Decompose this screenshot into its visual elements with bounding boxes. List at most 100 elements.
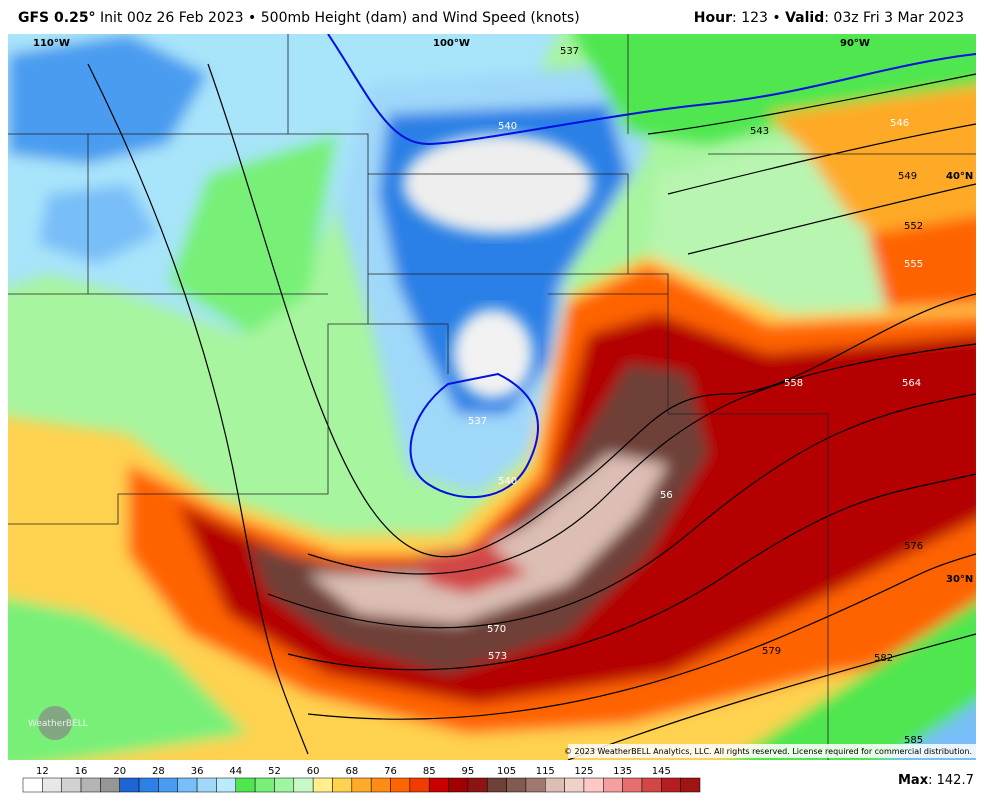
contour-label: 540 bbox=[498, 121, 517, 132]
height-contour bbox=[87, 63, 309, 755]
contour-label: 570 bbox=[487, 624, 506, 635]
field bbox=[453, 309, 533, 399]
colorbar-tick-label: 44 bbox=[229, 766, 242, 777]
colorbar-tick-label: 20 bbox=[113, 766, 126, 777]
colorbar-tick-label: 105 bbox=[497, 766, 516, 777]
color-box bbox=[390, 777, 411, 793]
color-box bbox=[603, 777, 623, 793]
fields bbox=[8, 34, 976, 760]
colorbar-tick-label: 52 bbox=[268, 766, 281, 777]
field bbox=[573, 34, 976, 144]
init: Init 00z 26 Feb 2023 bbox=[100, 10, 244, 26]
contour-labels: 537 540 543 546 549 552 555 558 564 576 579 582 585 5… bbox=[468, 46, 923, 746]
colorbar-tick-label: 145 bbox=[652, 766, 671, 777]
color-box bbox=[42, 777, 62, 793]
height-contour bbox=[409, 372, 539, 499]
height-contour bbox=[207, 63, 976, 558]
color-box bbox=[506, 777, 527, 793]
height-contour bbox=[567, 633, 976, 760]
watermark: WeatherBELL bbox=[28, 719, 88, 729]
colorbar-tick-label: 125 bbox=[574, 766, 593, 777]
contour-label: 579 bbox=[762, 646, 781, 657]
color-box bbox=[61, 777, 82, 793]
color-box bbox=[680, 777, 701, 793]
colorbar-ticks: 12 16 20 28 36 44 52 60 68 76 85 95 105 115 125 135 145 bbox=[36, 766, 671, 777]
border bbox=[8, 34, 976, 760]
field bbox=[403, 134, 593, 234]
color-box bbox=[177, 777, 198, 793]
max-label: Max bbox=[898, 773, 929, 788]
height-contour bbox=[267, 393, 976, 629]
contour-label: 582 bbox=[874, 653, 893, 664]
colorbar-tick-label: 76 bbox=[384, 766, 397, 777]
color-box bbox=[641, 777, 662, 793]
copyright-bg bbox=[568, 744, 976, 758]
contour-label: 558 bbox=[784, 378, 803, 389]
map: 110°W 100°W 90°W 40°N 30°N 537 540 543 546 549 55… bbox=[8, 34, 976, 760]
valid-label: Valid bbox=[785, 10, 825, 26]
colorbar-tick-label: 36 bbox=[191, 766, 204, 777]
color-box bbox=[274, 777, 295, 793]
header: GFS 0.25° Init 00z 26 Feb 2023 • 500mb H… bbox=[8, 0, 976, 34]
header-left: GFS 0.25° Init 00z 26 Feb 2023 • 500mb H… bbox=[18, 0, 580, 36]
contour-label: 564 bbox=[902, 378, 921, 389]
color-box bbox=[158, 777, 178, 793]
contour-label: 537 bbox=[468, 416, 487, 427]
color-box bbox=[525, 777, 546, 793]
color-box bbox=[119, 777, 140, 793]
colorbar-tick-label: 16 bbox=[75, 766, 88, 777]
max-value: 142.7 bbox=[937, 773, 974, 788]
max: Max: 142.7 bbox=[898, 773, 974, 788]
field bbox=[308, 454, 668, 624]
separator: • bbox=[248, 10, 257, 26]
color-box bbox=[235, 777, 256, 793]
color-box bbox=[545, 777, 565, 793]
colorbar-tick-label: 85 bbox=[423, 766, 436, 777]
contour-label: 576 bbox=[904, 541, 923, 552]
contour-label: 540 bbox=[498, 476, 517, 487]
color-box bbox=[22, 777, 43, 793]
copyright: © 2023 WeatherBELL Analytics, LLC. All r… bbox=[564, 747, 972, 756]
colorbar bbox=[22, 777, 701, 793]
height-contour bbox=[307, 553, 976, 720]
color-box bbox=[80, 777, 101, 793]
height-contour bbox=[307, 343, 976, 575]
hour-label: Hour bbox=[693, 10, 733, 26]
color-box bbox=[312, 777, 333, 793]
height-contour bbox=[87, 63, 976, 760]
lon-label: 90°W bbox=[840, 38, 870, 49]
height-contour bbox=[667, 123, 976, 195]
height-contour bbox=[687, 183, 976, 255]
color-box bbox=[448, 777, 469, 793]
model: GFS 0.25° bbox=[18, 10, 96, 26]
color-box bbox=[196, 777, 217, 793]
contour-label: 585 bbox=[904, 735, 923, 746]
lon-label: 110°W bbox=[33, 38, 70, 49]
field bbox=[168, 134, 338, 334]
lat-label: 40°N bbox=[946, 171, 973, 182]
legend: 12 16 20 28 36 44 52 60 68 76 85 95 105 115 125 135 145 … bbox=[22, 766, 974, 793]
color-box bbox=[216, 777, 237, 793]
field bbox=[38, 184, 158, 264]
hour: 123 bbox=[741, 10, 768, 26]
height-contour bbox=[647, 73, 976, 135]
color-box bbox=[332, 777, 353, 793]
color-box bbox=[622, 777, 643, 793]
lon-label: 100°W bbox=[433, 38, 470, 49]
contour-label: 546 bbox=[890, 118, 909, 129]
field bbox=[8, 34, 208, 164]
colorbar-tick-label: 115 bbox=[536, 766, 555, 777]
colorbar-tick-label: 95 bbox=[462, 766, 475, 777]
colon: : bbox=[824, 10, 834, 26]
contour-label: 537 bbox=[560, 46, 579, 57]
color-box bbox=[428, 777, 449, 793]
graticule-labels: 110°W 100°W 90°W 40°N 30°N bbox=[33, 38, 973, 585]
color-box bbox=[564, 777, 585, 793]
lat-label: 30°N bbox=[946, 574, 973, 585]
height-contour bbox=[327, 34, 976, 146]
color-box bbox=[370, 777, 391, 793]
contour-label: 555 bbox=[904, 259, 923, 270]
color-box bbox=[467, 777, 488, 793]
colorbar-tick-label: 60 bbox=[307, 766, 320, 777]
